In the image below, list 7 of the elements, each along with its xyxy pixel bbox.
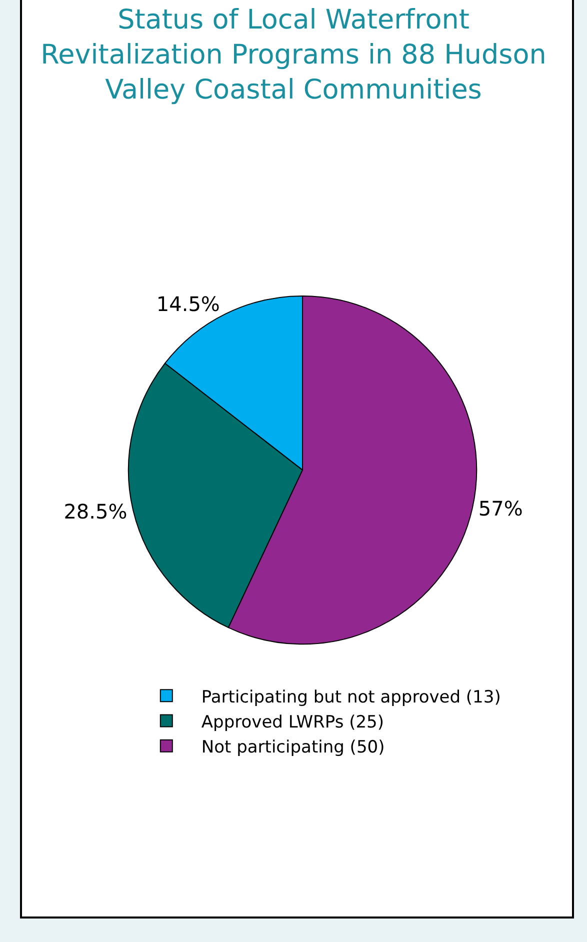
data-label: 57%: [478, 496, 523, 521]
legend-label: Participating but not approved (13): [201, 687, 501, 708]
legend-label: Not participating (50): [201, 738, 385, 758]
data-label: 28.5%: [64, 499, 128, 524]
data-label: 14.5%: [156, 292, 220, 316]
legend-label: Approved LWRPs (25): [201, 712, 384, 732]
chart-title: Status of Local Waterfront Revitalization Programs in 88 Hudson Valley Coastal Communities: [40, 4, 546, 106]
